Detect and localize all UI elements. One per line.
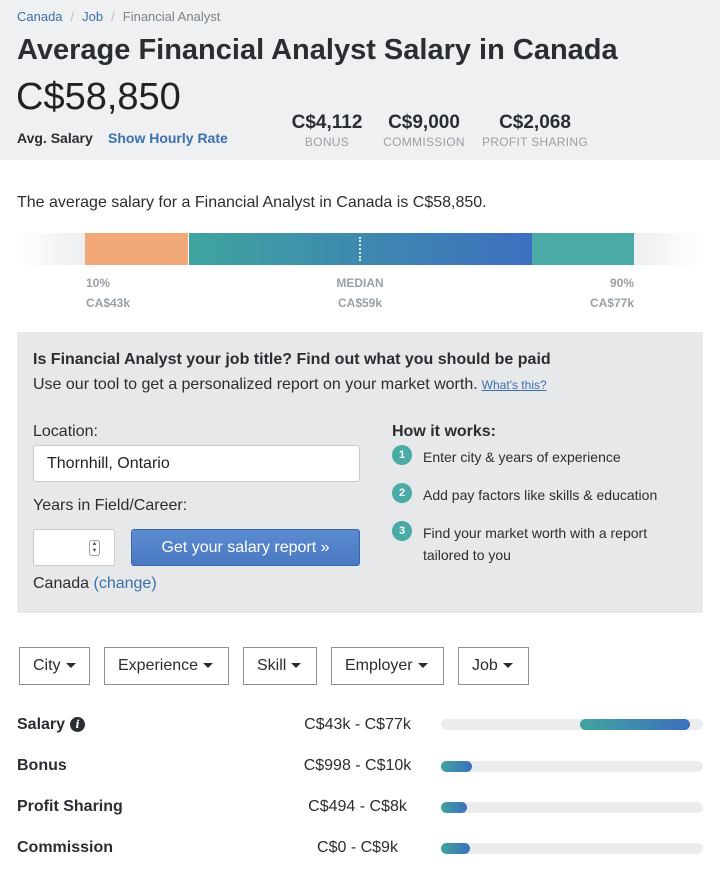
breadcrumb-item-job[interactable]: Job <box>82 9 104 25</box>
pay-row-profit-sharing-track <box>441 802 703 813</box>
step-text: Add pay factors like skills & education <box>423 487 658 503</box>
percentile-median: MEDIAN CA$59k <box>310 273 410 313</box>
filter-label: Job <box>472 657 498 674</box>
pay-row-bonus-label: Bonus <box>17 757 67 774</box>
info-icon[interactable]: i <box>70 717 86 732</box>
breadcrumb: Canada / Job / Financial Analyst <box>17 8 220 24</box>
percentile-value: CA$59k <box>337 296 383 310</box>
pay-row-commission-fill <box>441 843 470 854</box>
country-name: Canada <box>33 575 90 592</box>
stat-value: C$2,068 <box>499 112 571 133</box>
pay-row-salary-track <box>441 719 703 730</box>
chevron-down-icon <box>291 663 302 669</box>
pay-row-profit-sharing-fill <box>441 802 467 813</box>
years-input[interactable]: ▲ ▼ <box>33 529 115 566</box>
salary-tool-panel: Is Financial Analyst your job title? Fin… <box>17 332 703 613</box>
page-title: Average Financial Analyst Salary in Cana… <box>17 34 618 66</box>
stat-profit-sharing: C$2,068 PROFIT SHARING <box>482 112 588 149</box>
distribution-low-segment <box>85 233 188 265</box>
pay-row-commission-range: C$0 - C$9k <box>317 839 398 856</box>
change-country-link[interactable]: (change) <box>93 575 157 592</box>
how-step-1: 1 Enter city & years of experience <box>392 445 692 469</box>
stat-label: PROFIT SHARING <box>482 135 588 149</box>
pay-row-label-text: Salary <box>17 716 66 733</box>
percentile-90: 90% CA$77k <box>560 273 634 313</box>
country-selector: Canada (change) <box>33 575 157 593</box>
distribution-high-segment <box>532 233 634 265</box>
pay-row-bonus-fill <box>441 761 472 772</box>
breadcrumb-separator: / <box>70 9 75 25</box>
pay-row-bonus-track <box>441 761 703 772</box>
percentile-value: CA$77k <box>589 296 634 310</box>
percentile-label: 90% <box>609 276 634 290</box>
filter-experience-dropdown[interactable]: Experience <box>104 647 229 685</box>
salary-header: Canada / Job / Financial Analyst Average Fin… <box>0 0 720 160</box>
pay-row-commission-label: Commission <box>17 839 114 856</box>
stat-commission: C$9,000 COMMISSION <box>382 112 466 149</box>
how-step-3: 3 Find your market worth with a report t… <box>392 521 692 567</box>
step-number-badge: 1 <box>392 445 412 465</box>
pay-row-salary-range: C$43k - C$77k <box>304 716 411 733</box>
get-salary-report-button[interactable]: Get your salary report » <box>131 529 360 566</box>
distribution-fade-right <box>634 233 703 265</box>
filter-skill-dropdown[interactable]: Skill <box>243 647 317 685</box>
stepper-icon[interactable]: ▲ ▼ <box>89 540 100 556</box>
pay-row-commission-track <box>441 843 703 854</box>
pay-row-bonus-range: C$998 - C$10k <box>303 757 412 774</box>
breadcrumb-separator: / <box>111 9 115 25</box>
filter-employer-dropdown[interactable]: Employer <box>331 647 444 685</box>
stat-label: COMMISSION <box>383 135 465 149</box>
stat-label: BONUS <box>304 135 350 149</box>
filter-label: Skill <box>257 657 287 674</box>
location-input[interactable] <box>33 445 360 482</box>
salary-summary: The average salary for a Financial Analy… <box>17 194 487 211</box>
filter-label: Experience <box>118 657 199 674</box>
how-it-works-title: How it works: <box>392 423 497 440</box>
percentile-label: 10% <box>86 276 111 290</box>
step-text: Enter city & years of experience <box>423 449 621 465</box>
location-label: Location: <box>33 423 98 440</box>
percentile-value: CA$43k <box>86 296 131 310</box>
step-text: Find your market worth with a report tai… <box>423 525 648 563</box>
stat-value: C$9,000 <box>388 112 460 133</box>
years-label: Years in Field/Career: <box>33 497 188 514</box>
median-marker <box>359 237 361 261</box>
filter-job-dropdown[interactable]: Job <box>458 647 529 685</box>
chevron-down-icon <box>417 663 428 669</box>
pay-row-profit-sharing-range: C$494 - C$8k <box>308 798 407 815</box>
chevron-down-icon <box>502 663 513 669</box>
distribution-fade-left <box>17 233 85 265</box>
step-number-badge: 3 <box>392 521 412 541</box>
chevron-down-icon <box>203 663 214 669</box>
pay-row-salary-label: Salary i <box>17 716 86 734</box>
filter-label: Employer <box>345 657 413 674</box>
tool-title: Is Financial Analyst your job title? Fin… <box>33 351 551 368</box>
tool-subtitle: Use our tool to get a personalized repor… <box>33 376 547 394</box>
average-salary: C$58,850 <box>16 76 181 118</box>
whats-this-link[interactable]: What's this? <box>481 378 547 392</box>
breadcrumb-item-current: Financial Analyst <box>122 9 221 25</box>
show-hourly-rate-link[interactable]: Show Hourly Rate <box>108 130 228 146</box>
stat-bonus: C$4,112 BONUS <box>288 112 366 149</box>
chevron-down-icon <box>65 663 76 669</box>
tool-subtitle-text: Use our tool to get a personalized repor… <box>33 376 478 393</box>
pay-row-salary-fill <box>580 719 690 730</box>
filter-label: City <box>33 657 61 674</box>
pay-row-profit-sharing-label: Profit Sharing <box>17 798 123 815</box>
percentile-label: MEDIAN <box>336 276 384 290</box>
stat-value: C$4,112 <box>291 112 363 133</box>
percentile-10: 10% CA$43k <box>86 273 130 313</box>
breadcrumb-item-canada[interactable]: Canada <box>17 9 63 25</box>
filter-city-dropdown[interactable]: City <box>19 647 90 685</box>
how-step-2: 2 Add pay factors like skills & educatio… <box>392 483 692 507</box>
salary-distribution-bar <box>17 233 703 265</box>
step-number-badge: 2 <box>392 483 412 503</box>
avg-salary-label: Avg. Salary <box>17 130 93 146</box>
